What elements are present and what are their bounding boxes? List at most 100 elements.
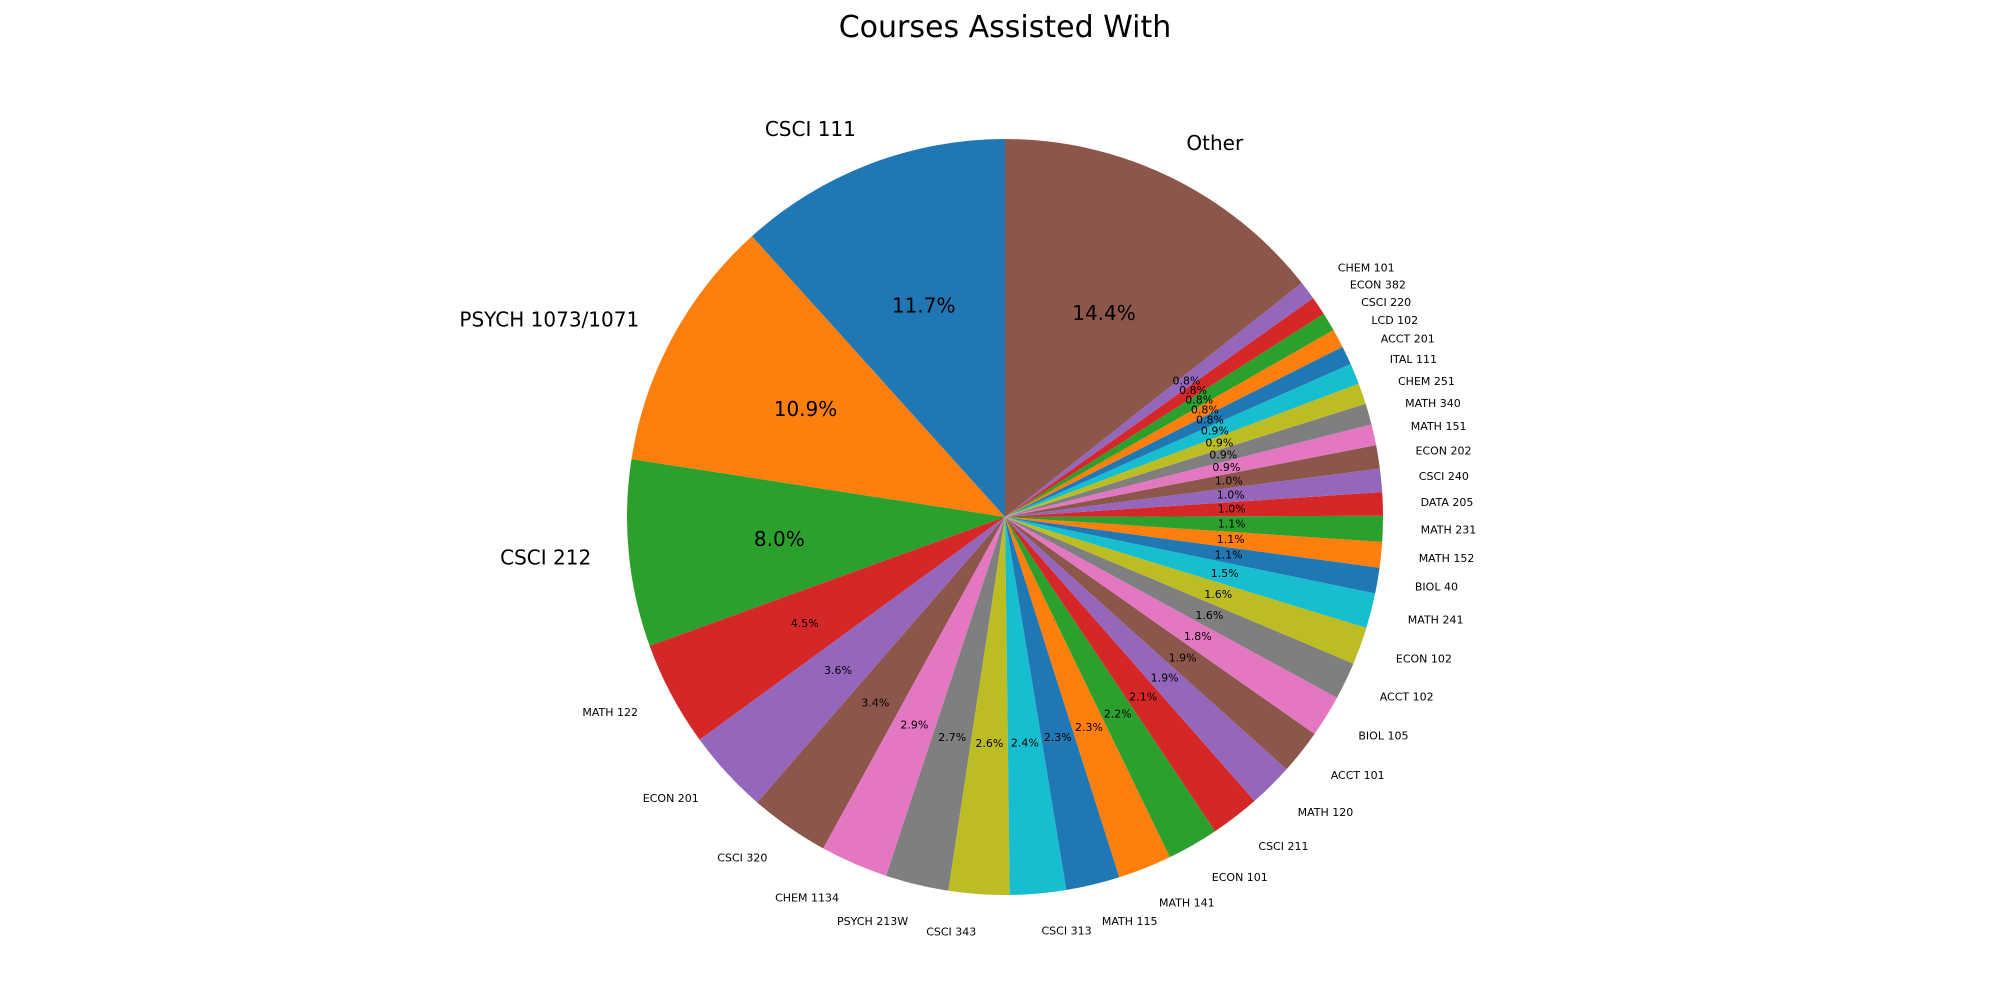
percent-label-econ-101: 2.2% <box>1104 707 1132 720</box>
percent-label-csci-343: 2.6% <box>975 737 1003 750</box>
percent-label-psych-213w: 2.7% <box>938 731 966 744</box>
category-label-math-340: MATH 340 <box>1405 397 1461 410</box>
percent-label-math-231: 1.1% <box>1218 518 1246 531</box>
category-labels: CSCI 111 PSYCH 1073/1071 CSCI 212 MATH 122 E… <box>459 117 1476 938</box>
pie-slice-chem-251 <box>1005 383 1366 517</box>
category-label-ital-111: ITAL 111 <box>1390 353 1437 366</box>
pie-slice-csci-313 <box>1005 517 1067 895</box>
percent-label-econ-102: 1.6% <box>1204 588 1232 601</box>
category-label-psych-1073-1071: PSYCH 1073/1071 <box>459 307 639 331</box>
pie-slice-csci-343 <box>948 517 1010 895</box>
percent-label-csci-111: 11.7% <box>892 293 956 317</box>
percent-label-math-241: 1.5% <box>1211 567 1239 580</box>
percent-label-chem-251: 0.9% <box>1205 437 1233 450</box>
pie-slice-math-231 <box>1005 515 1384 542</box>
chart-title: Courses Assisted With <box>839 10 1172 45</box>
category-label-acct-102: ACCT 102 <box>1380 691 1434 704</box>
pie-slice-other <box>1005 139 1302 517</box>
percent-label-chem-1134: 2.9% <box>900 718 928 731</box>
pie-slice-biol-105 <box>1005 517 1337 734</box>
percent-label-biol-105: 1.8% <box>1184 630 1212 643</box>
category-label-lcd-102: LCD 102 <box>1371 314 1418 327</box>
percent-label-data-205: 1.0% <box>1218 503 1246 516</box>
percent-label-acct-102: 1.6% <box>1195 609 1223 622</box>
category-label-csci-212: CSCI 212 <box>500 545 591 569</box>
pie-slice-csci-320 <box>757 517 1005 849</box>
category-label-other: Other <box>1186 131 1244 155</box>
category-label-math-151: MATH 151 <box>1411 420 1467 433</box>
pie-slice-math-340 <box>1005 403 1372 517</box>
pie-slice-math-141 <box>1005 517 1170 878</box>
category-label-data-205: DATA 205 <box>1421 496 1474 509</box>
category-label-csci-220: CSCI 220 <box>1361 296 1411 309</box>
pie-slice-psych-213w <box>886 517 1005 891</box>
percent-label-econ-202: 1.0% <box>1215 474 1243 487</box>
pie-slice-econ-101 <box>1005 517 1216 858</box>
category-label-csci-240: CSCI 240 <box>1419 470 1469 483</box>
category-label-math-141: MATH 141 <box>1159 897 1215 910</box>
pie-slice-econ-102 <box>1005 517 1367 664</box>
category-label-psych-213w: PSYCH 213W <box>837 915 908 928</box>
category-label-econ-202: ECON 202 <box>1416 444 1472 457</box>
percent-label-csci-220: 0.8% <box>1185 393 1213 406</box>
category-label-csci-343: CSCI 343 <box>926 925 976 938</box>
category-label-chem-101: CHEM 101 <box>1338 261 1395 274</box>
category-label-biol-105: BIOL 105 <box>1358 730 1408 743</box>
pie-slice-csci-240 <box>1005 468 1383 517</box>
category-label-acct-101: ACCT 101 <box>1331 769 1385 782</box>
pie-slice-math-151 <box>1005 424 1377 517</box>
category-label-econ-101: ECON 101 <box>1212 871 1268 884</box>
category-label-math-241: MATH 241 <box>1408 614 1464 627</box>
category-label-biol-40: BIOL 40 <box>1415 581 1458 594</box>
pie-slice-math-122 <box>649 517 1005 740</box>
percent-label-chem-101: 0.8% <box>1173 375 1201 388</box>
pie-slice-csci-211 <box>1005 517 1255 832</box>
category-label-econ-102: ECON 102 <box>1396 652 1452 665</box>
pie-slice-lcd-102 <box>1005 330 1343 517</box>
percent-label-econ-201: 3.6% <box>824 664 852 677</box>
percent-label-csci-313: 2.4% <box>1011 736 1039 749</box>
pie-slice-acct-201 <box>1005 346 1351 517</box>
percent-label-psych-1073-1071: 10.9% <box>774 397 838 421</box>
pie-slice-econ-201 <box>699 517 1005 803</box>
category-label-econ-382: ECON 382 <box>1350 278 1406 291</box>
percent-label-lcd-102: 0.8% <box>1191 403 1219 416</box>
percent-label-econ-382: 0.8% <box>1179 384 1207 397</box>
pie-slice-math-115 <box>1005 517 1120 890</box>
pie-slice-data-205 <box>1005 492 1383 517</box>
percent-label-math-151: 0.9% <box>1212 461 1240 474</box>
pie-slice-math-241 <box>1005 517 1376 628</box>
pie-slice-psych-1073-1071 <box>631 236 1005 517</box>
pie-slice-acct-102 <box>1005 517 1354 698</box>
category-label-math-115: MATH 115 <box>1102 915 1158 928</box>
pie-slice-acct-101 <box>1005 517 1315 770</box>
pie-slice-math-152 <box>1005 517 1383 568</box>
percent-label-other: 14.4% <box>1072 301 1136 325</box>
pie-slice-econ-202 <box>1005 445 1380 517</box>
category-label-chem-1134: CHEM 1134 <box>775 892 839 905</box>
percent-label-math-115: 2.3% <box>1044 731 1072 744</box>
percent-label-csci-240: 1.0% <box>1217 489 1245 502</box>
pie-slice-csci-111 <box>751 139 1005 517</box>
category-label-csci-313: CSCI 313 <box>1042 925 1092 938</box>
percent-label-ital-111: 0.9% <box>1201 425 1229 438</box>
pie-slice-csci-212 <box>626 459 1005 646</box>
percent-label-acct-201: 0.8% <box>1196 414 1224 427</box>
category-label-csci-211: CSCI 211 <box>1258 840 1308 853</box>
percent-label-math-152: 1.1% <box>1217 533 1245 546</box>
category-label-csci-320: CSCI 320 <box>717 852 767 865</box>
category-label-csci-111: CSCI 111 <box>765 117 856 141</box>
percent-label-math-141: 2.3% <box>1075 721 1103 734</box>
percent-labels: 11.7% 10.9% 8.0% 4.5% 3.6% 3.4% 2.9% 2.7% 2.6% 2.… <box>754 293 1246 750</box>
pie-slice-biol-40 <box>1005 517 1380 594</box>
pie-slice-chem-1134 <box>823 517 1005 876</box>
pie-slices <box>626 139 1384 895</box>
pie-slice-csci-220 <box>1005 313 1334 517</box>
category-label-math-122: MATH 122 <box>582 706 638 719</box>
percent-label-acct-101: 1.9% <box>1169 652 1197 665</box>
percent-label-math-120: 1.9% <box>1151 672 1179 685</box>
category-label-chem-251: CHEM 251 <box>1398 375 1455 388</box>
percent-label-csci-211: 2.1% <box>1129 690 1157 703</box>
pie-slice-math-120 <box>1005 517 1287 801</box>
